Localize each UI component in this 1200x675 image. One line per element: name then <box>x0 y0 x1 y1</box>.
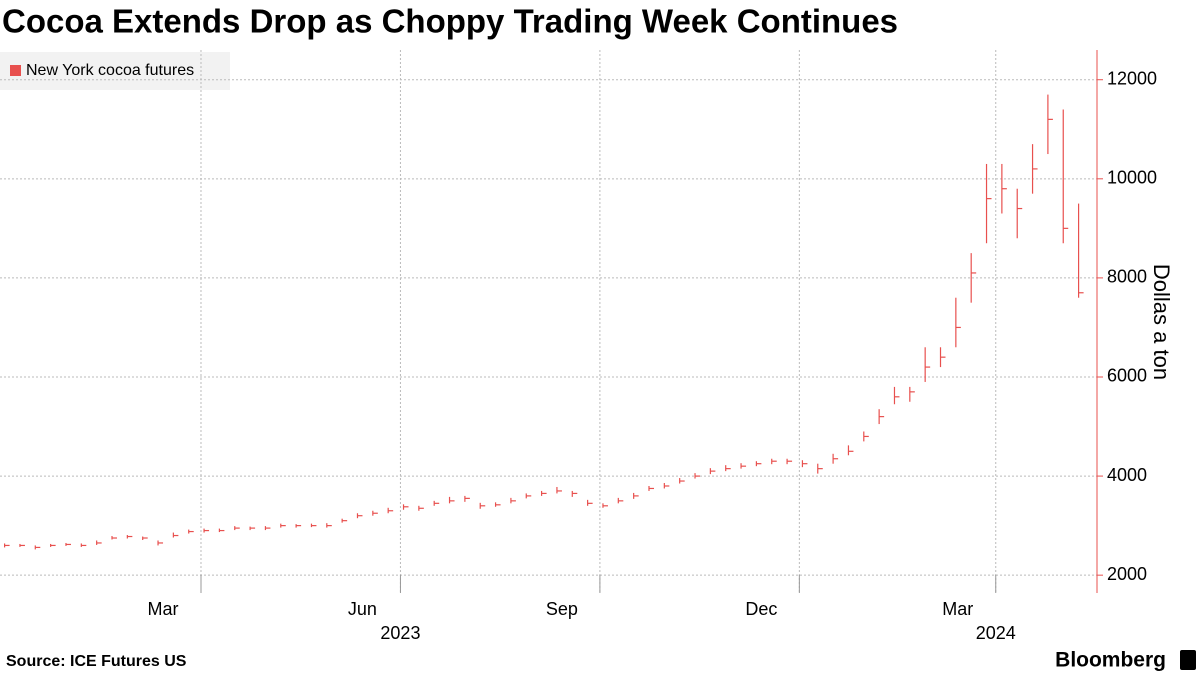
x-tick-label: Jun <box>348 599 377 619</box>
x-tick-label: Mar <box>147 599 178 619</box>
y-tick-label: 12000 <box>1107 68 1157 88</box>
legend <box>0 52 230 90</box>
chart-title: Cocoa Extends Drop as Choppy Trading Wee… <box>2 3 898 40</box>
year-label: 2023 <box>380 623 420 643</box>
y-tick-label: 10000 <box>1107 168 1157 188</box>
year-label: 2024 <box>976 623 1016 643</box>
x-tick-label: Mar <box>942 599 973 619</box>
x-tick-label: Dec <box>745 599 777 619</box>
y-tick-label: 8000 <box>1107 267 1147 287</box>
y-tick-label: 4000 <box>1107 465 1147 485</box>
y-tick-label: 2000 <box>1107 564 1147 584</box>
y-tick-label: 6000 <box>1107 366 1147 386</box>
legend-label: New York cocoa futures <box>26 62 194 79</box>
brand: Bloomberg <box>1055 649 1166 672</box>
x-tick-label: Sep <box>546 599 578 619</box>
brand-icon <box>1180 650 1196 670</box>
legend-swatch <box>10 65 21 76</box>
source: Source: ICE Futures US <box>6 653 187 670</box>
y-axis-title: Dollas a ton <box>1149 264 1174 380</box>
